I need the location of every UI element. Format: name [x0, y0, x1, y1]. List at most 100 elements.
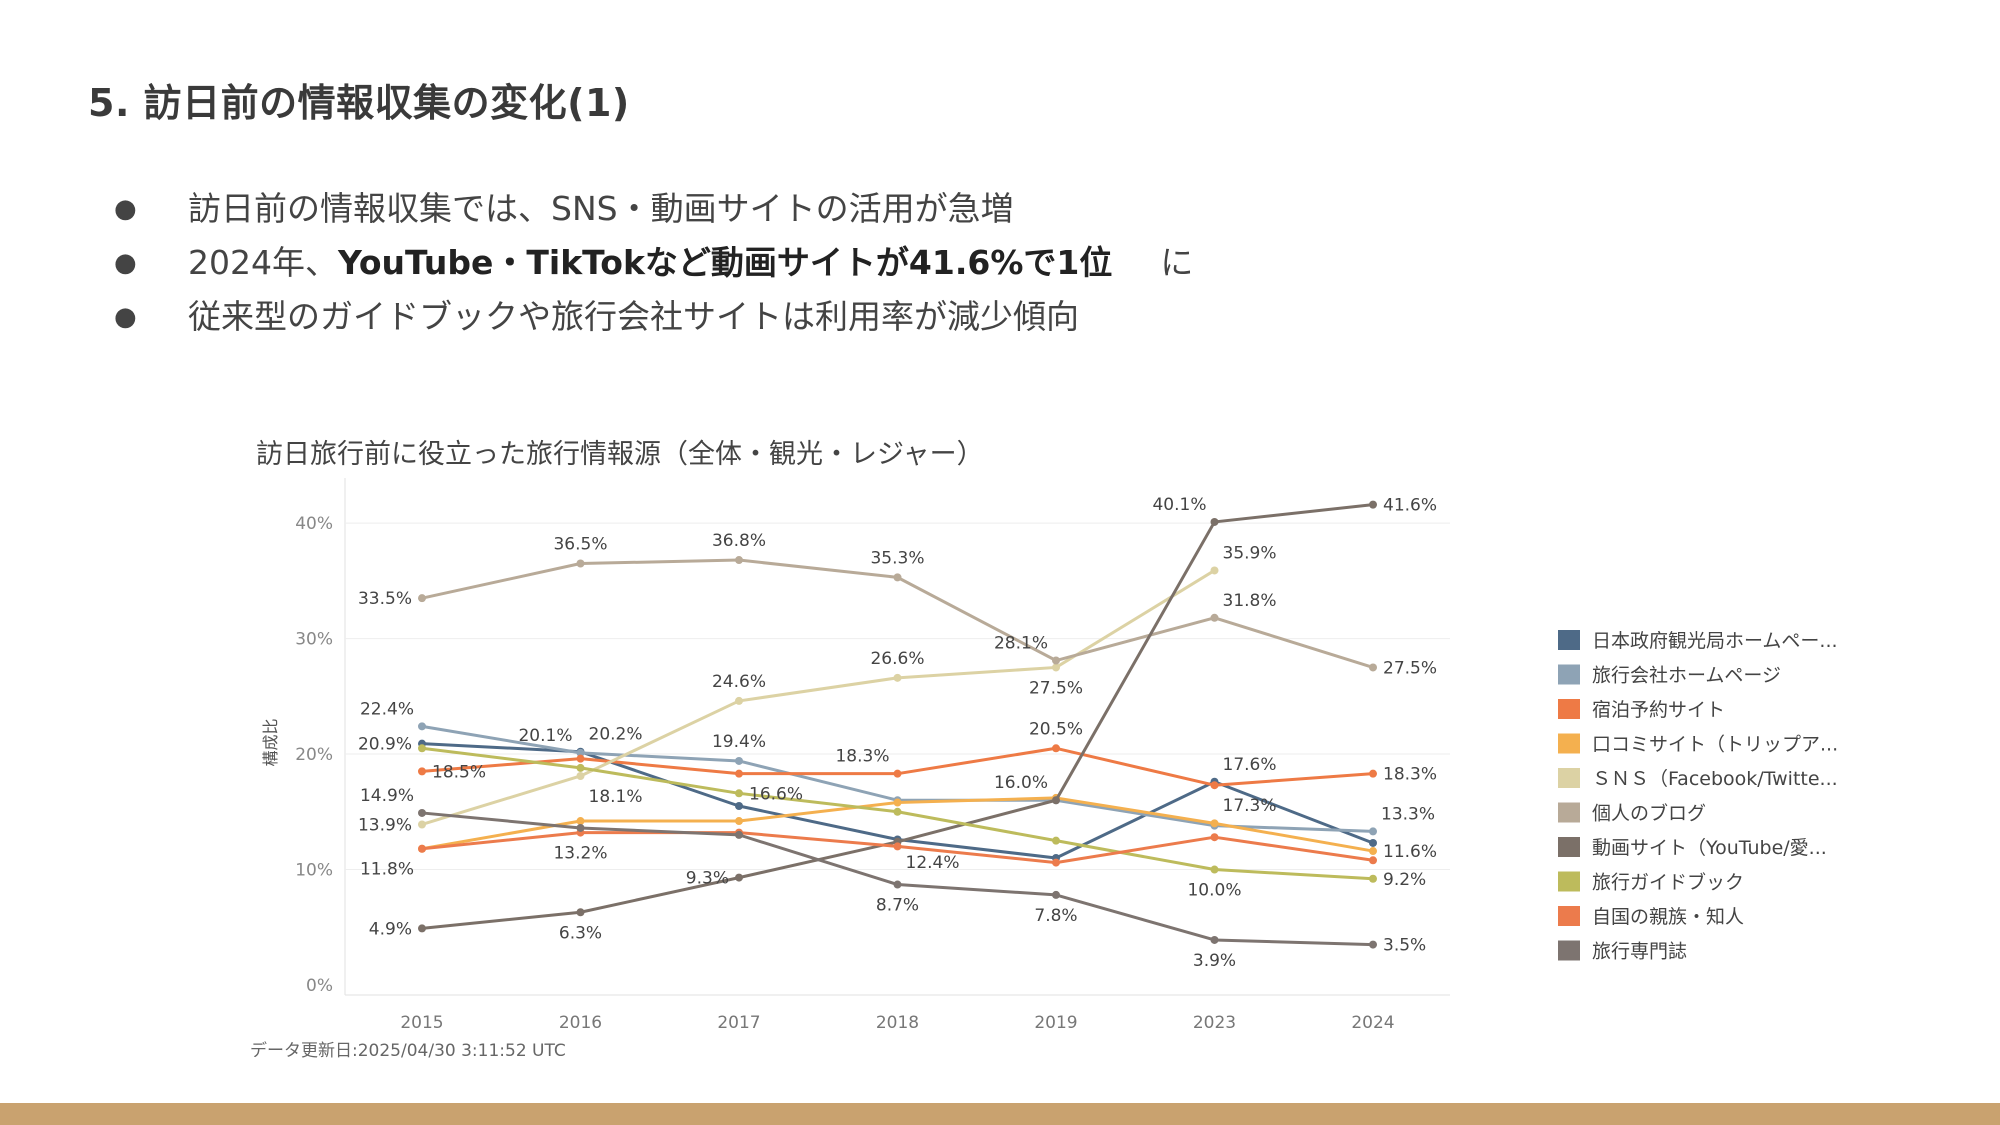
data-label: 16.0% [994, 773, 1048, 793]
legend-swatch [1558, 733, 1580, 754]
data-label: 16.6% [749, 784, 803, 804]
footer-bar [0, 1103, 2000, 1125]
data-point [1369, 847, 1377, 856]
data-point [576, 748, 585, 757]
data-point [418, 744, 426, 753]
data-label: 41.6% [1383, 496, 1437, 516]
data-label: 26.6% [870, 649, 924, 669]
data-label: 24.6% [712, 672, 766, 692]
data-label: 36.5% [553, 535, 607, 555]
legend-entry: 動画サイト（YouTube/愛... [1592, 837, 1827, 859]
data-label: 13.3% [1381, 804, 1435, 824]
data-label: 27.5% [1383, 658, 1437, 678]
data-point [735, 830, 743, 839]
data-label: 20.9% [358, 735, 412, 755]
data-point [735, 802, 743, 811]
series-line [421, 569, 1216, 826]
x-tick-label: 2024 [1351, 1013, 1394, 1033]
x-tick-label: 2015 [400, 1013, 443, 1033]
data-point [576, 908, 585, 917]
data-label: 19.4% [712, 732, 766, 752]
data-point [893, 807, 902, 816]
legend-swatch [1558, 940, 1580, 961]
data-point [893, 842, 902, 851]
legend-entry: 旅行専門誌 [1592, 941, 1687, 963]
data-label: 17.3% [1223, 796, 1277, 816]
data-point [576, 823, 585, 832]
slide-title: 5. 訪日前の情報収集の変化(1) [88, 81, 630, 125]
legend-entry: 日本政府観光局ホームペー... [1592, 630, 1838, 652]
data-label: 17.6% [1223, 755, 1277, 775]
bullet-dot-icon: ● [114, 248, 137, 278]
data-label: 28.1% [994, 634, 1048, 654]
data-point [1369, 874, 1377, 883]
data-label: 35.9% [1223, 543, 1277, 563]
y-tick-label: 30% [295, 630, 333, 650]
data-point [576, 817, 585, 826]
data-label: 13.2% [553, 844, 607, 864]
data-label: 20.5% [1029, 719, 1083, 739]
bullet-item: ● 2024年、YouTube・TikTokなど動画サイトが41.6%で1位 に [110, 236, 1193, 290]
data-label: 9.3% [686, 869, 729, 889]
data-point [735, 769, 743, 778]
data-point [418, 924, 426, 933]
bullet-dot-icon: ● [114, 194, 137, 224]
data-label: 13.9% [358, 815, 412, 835]
legend-swatch [1558, 768, 1580, 788]
legend-entry: 旅行ガイドブック [1592, 871, 1744, 894]
legend-entry: 自国の親族・知人 [1592, 906, 1744, 928]
x-tick-label: 2016 [559, 1013, 602, 1033]
legend-swatch [1558, 837, 1580, 857]
data-point [735, 817, 743, 826]
chart-title: 訪日旅行前に役立った旅行情報源（全体・観光・レジャー） [256, 439, 984, 470]
data-point [735, 696, 743, 705]
legend-entry: 旅行会社ホームページ [1592, 665, 1781, 687]
data-label: 20.2% [589, 725, 643, 745]
x-tick-label: 2018 [876, 1013, 919, 1033]
data-point [1369, 663, 1377, 672]
legend-entry: 宿泊予約サイト [1592, 699, 1725, 721]
y-tick-label: 40% [295, 514, 333, 534]
data-point [1369, 827, 1377, 836]
data-label: 18.3% [835, 747, 889, 767]
y-axis-label: 構成比 [261, 718, 280, 766]
data-point [1052, 836, 1060, 845]
data-point [735, 789, 743, 798]
data-point [1369, 940, 1377, 949]
data-label: 18.1% [589, 787, 643, 807]
data-label: 3.5% [1383, 936, 1426, 956]
data-point [1052, 796, 1060, 805]
data-point [1052, 656, 1060, 665]
legend-swatch [1558, 664, 1580, 685]
legend-entry: ＳＮＳ（Facebook/Twitte... [1592, 768, 1838, 790]
data-point [418, 808, 426, 817]
x-tick-label: 2017 [717, 1013, 760, 1033]
data-point [1210, 781, 1219, 790]
data-point [1052, 890, 1060, 899]
data-point [1210, 517, 1219, 526]
bullet-dot-icon: ● [114, 302, 137, 332]
data-point [1210, 865, 1219, 874]
data-point [893, 673, 902, 682]
data-label: 33.5% [358, 589, 412, 609]
data-point [1210, 819, 1219, 828]
data-point [1210, 613, 1219, 622]
bullet-text-tail: に [1160, 243, 1194, 282]
data-label: 18.3% [1383, 765, 1437, 785]
bullet-text: 従来型のガイドブックや旅行会社サイトは利用率が減少傾向 [188, 297, 1079, 336]
data-point [1052, 663, 1060, 672]
data-label: 18.5% [432, 762, 486, 782]
data-point [735, 756, 743, 765]
data-point [418, 594, 426, 603]
data-label: 40.1% [1152, 495, 1206, 515]
data-label: 36.8% [712, 531, 766, 551]
bullet-text-bold: YouTube・TikTokなど動画サイトが41.6%で1位 [337, 243, 1113, 282]
data-point [893, 880, 902, 889]
data-point [893, 798, 902, 807]
data-point [1369, 769, 1377, 778]
data-label: 22.4% [360, 699, 414, 719]
data-point [576, 763, 585, 772]
data-point [735, 556, 743, 565]
data-label: 35.3% [870, 548, 924, 568]
legend-swatch [1558, 906, 1580, 926]
